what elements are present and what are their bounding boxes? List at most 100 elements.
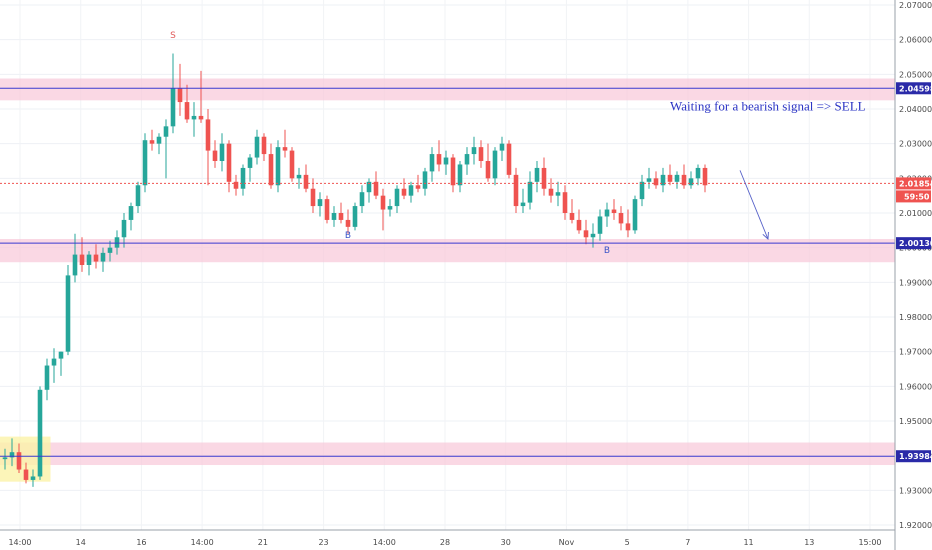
candle-body (261, 136, 267, 155)
candle-body (9, 452, 15, 458)
countdown-bg (896, 190, 931, 203)
candle-body (520, 202, 526, 207)
candle-body (275, 147, 281, 186)
countdown-tag: 59:50 (896, 190, 931, 203)
candle-body (660, 174, 666, 186)
candle-body (653, 178, 659, 186)
x-tick-label: 14:00 (8, 538, 31, 547)
candle-body (247, 157, 253, 168)
candle (646, 167, 652, 189)
candle-body (128, 206, 134, 220)
candle-body (219, 143, 225, 161)
candle-body (611, 209, 617, 213)
candle-body (107, 247, 113, 253)
candle (408, 181, 414, 203)
candle-body (331, 213, 337, 220)
candle-body (695, 167, 701, 179)
candle-body (422, 171, 428, 189)
candle-body (408, 185, 414, 196)
candle (632, 195, 638, 234)
candle-body (86, 254, 92, 265)
candle-body (156, 136, 162, 144)
candle (359, 185, 365, 213)
y-tick-label: 2.01000 (899, 209, 932, 218)
candle (548, 178, 554, 203)
candle-body (100, 252, 106, 262)
candle (226, 140, 232, 193)
candle (513, 167, 519, 213)
x-tick-label: 14:00 (373, 538, 396, 547)
candle-body (177, 88, 183, 103)
candle (520, 188, 526, 213)
candle-body (499, 143, 505, 151)
candle-body (436, 154, 442, 165)
candle-body (373, 181, 379, 196)
y-tick-label: 2.04000 (899, 105, 932, 114)
candle (205, 109, 211, 186)
candle (163, 119, 169, 179)
candle-body (590, 233, 596, 238)
candle-body (380, 195, 386, 210)
level-lines (0, 87, 895, 457)
candle (37, 386, 43, 480)
candle-body (555, 192, 561, 196)
x-tick-label: 14:00 (191, 538, 214, 547)
candle-body (93, 254, 99, 262)
lower-support-tag: 1.93984 (896, 450, 932, 463)
candle (191, 102, 197, 137)
candle-body (681, 174, 687, 186)
candle-body (310, 188, 316, 207)
arrow-head (762, 231, 769, 240)
candle (324, 195, 330, 224)
candle (380, 188, 386, 231)
y-tick-label: 1.95000 (899, 417, 932, 426)
candle (107, 240, 113, 262)
candle (387, 199, 393, 217)
annotation-text: Waiting for a bearish signal => SELL (670, 99, 866, 114)
candle (597, 209, 603, 241)
candle (345, 209, 351, 234)
countdown-label: 59:50 (904, 192, 930, 201)
candle-body (401, 188, 407, 196)
candle (443, 150, 449, 175)
candle (58, 351, 64, 376)
candle (674, 171, 680, 189)
candle-body (198, 115, 204, 120)
candle-body (534, 167, 540, 182)
candle-body (58, 351, 64, 359)
x-tick-label: 30 (501, 538, 511, 547)
price-zones (0, 78, 895, 466)
candle (114, 230, 120, 255)
candle (583, 219, 589, 245)
candle (310, 178, 316, 213)
x-tick-label: 5 (625, 538, 630, 547)
candle (653, 171, 659, 189)
candle (240, 164, 246, 196)
signal-label: B (604, 246, 610, 256)
candle-body (317, 199, 323, 207)
candle (86, 251, 92, 276)
candle-body (471, 147, 477, 155)
y-tick-label: 1.99000 (899, 278, 932, 287)
candle (247, 154, 253, 182)
candle-body (702, 167, 708, 186)
candle (625, 209, 631, 238)
candle-body (23, 469, 29, 480)
candle-body (625, 223, 631, 231)
candle-body (233, 181, 239, 189)
candle-body (51, 358, 57, 366)
candle (233, 174, 239, 196)
candle-body (632, 199, 638, 231)
candle (177, 63, 183, 116)
resistance-tag: 2.04598 (896, 82, 932, 95)
x-tick-label: 15:00 (858, 538, 881, 547)
candle (296, 167, 302, 189)
x-tick-label: 23 (318, 538, 328, 547)
candle (128, 202, 134, 231)
candle-body (30, 476, 36, 480)
candle-body (674, 174, 680, 182)
candle (688, 171, 694, 189)
candle-body (485, 161, 491, 179)
candle-body (352, 206, 358, 227)
